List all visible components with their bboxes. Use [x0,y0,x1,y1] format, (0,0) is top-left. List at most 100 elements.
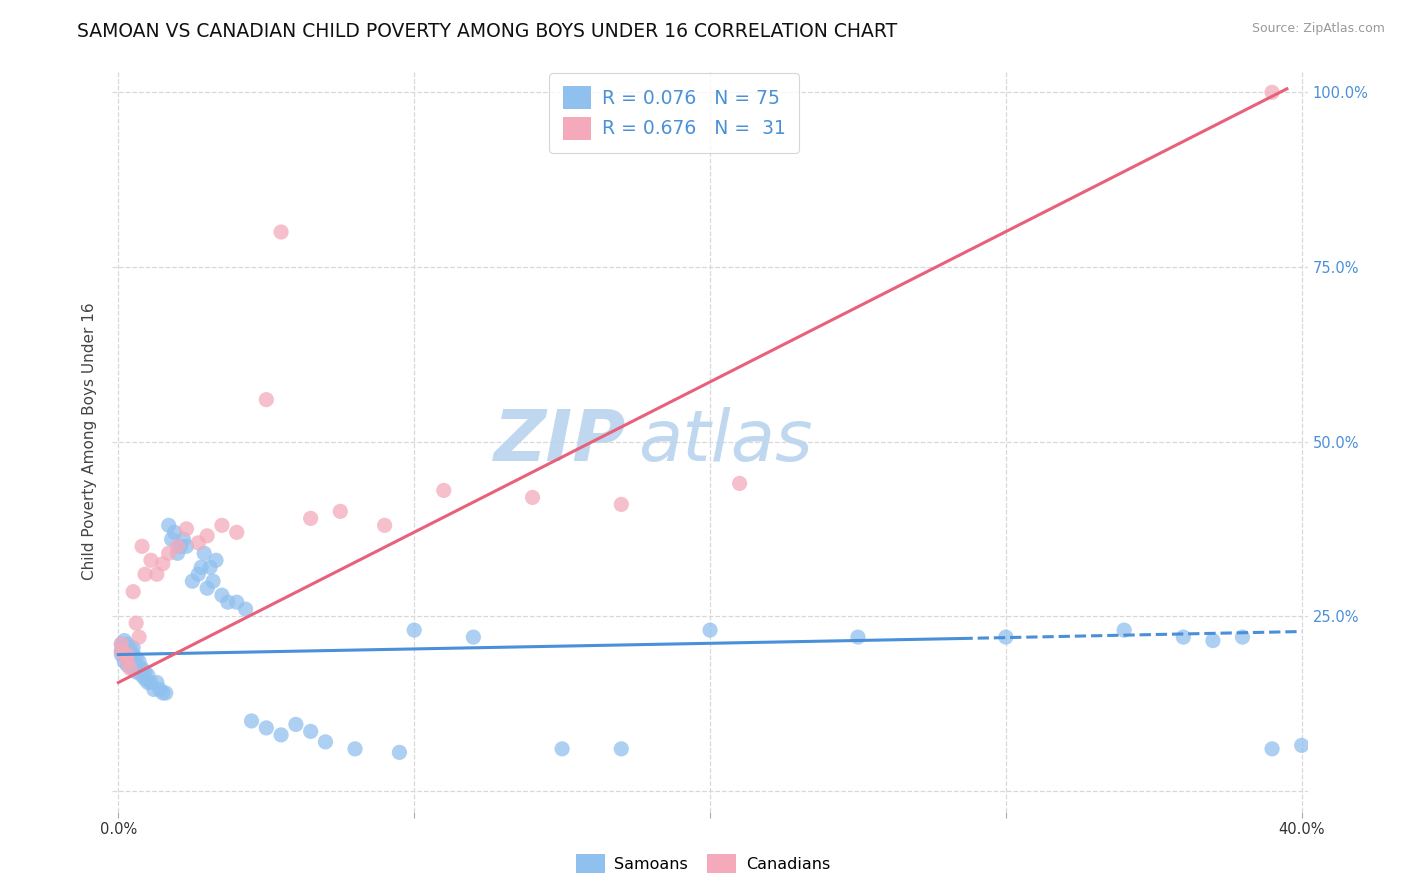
Point [166,539,188,553]
Point [110,644,132,658]
Point [120,640,142,655]
Point [139,553,162,567]
Point [284,717,307,731]
Legend: Samoans, Canadians: Samoans, Canadians [569,847,837,880]
Point [122,661,145,675]
Point [152,557,174,571]
Point [240,714,263,728]
Point [128,630,150,644]
Point [193,546,215,560]
Point [388,745,411,759]
Point [117,658,139,673]
Point [142,682,165,697]
Point [187,536,209,550]
Point [195,581,218,595]
Point [846,630,869,644]
Point [136,668,159,682]
Point [374,518,396,533]
Point [146,675,169,690]
Point [131,539,153,553]
Point [166,546,188,560]
Point [254,721,277,735]
Point [176,522,198,536]
Point [329,504,352,518]
Point [211,588,233,602]
Point [163,525,186,540]
Point [181,574,204,589]
Point [125,616,148,631]
Point [610,742,633,756]
Point [211,518,233,533]
Legend: R = 0.076   N = 75, R = 0.676   N =  31: R = 0.076 N = 75, R = 0.676 N = 31 [550,73,799,153]
Point [172,533,194,547]
Point [198,560,221,574]
Point [157,518,180,533]
Point [110,648,132,662]
Point [134,672,156,686]
Point [110,637,132,651]
Text: Source: ZipAtlas.com: Source: ZipAtlas.com [1251,22,1385,36]
Point [299,511,322,525]
Point [551,742,574,756]
Point [270,728,292,742]
Point [202,574,225,589]
Point [112,633,135,648]
Y-axis label: Child Poverty Among Boys Under 16: Child Poverty Among Boys Under 16 [82,302,97,581]
Point [134,665,156,679]
Point [128,661,150,675]
Point [195,529,218,543]
Point [160,533,183,547]
Point [235,602,257,616]
Point [110,637,132,651]
Point [128,655,150,669]
Point [1114,623,1136,637]
Point [117,655,139,669]
Point [1232,630,1254,644]
Point [314,735,336,749]
Point [125,665,148,679]
Point [187,567,209,582]
Point [157,546,180,560]
Point [117,644,139,658]
Point [225,595,247,609]
Point [217,595,239,609]
Point [149,682,172,697]
Point [1291,739,1313,753]
Point [136,675,159,690]
Point [131,668,153,682]
Point [190,560,212,574]
Point [1261,85,1284,99]
Point [1202,633,1225,648]
Text: atlas: atlas [638,407,813,476]
Point [112,648,135,662]
Point [110,644,132,658]
Point [463,630,485,644]
Point [1173,630,1195,644]
Point [254,392,277,407]
Point [169,539,191,553]
Point [344,742,367,756]
Point [125,651,148,665]
Point [176,539,198,553]
Point [404,623,426,637]
Point [134,567,156,582]
Point [522,491,544,505]
Point [994,630,1017,644]
Point [122,640,145,655]
Point [433,483,456,498]
Text: SAMOAN VS CANADIAN CHILD POVERTY AMONG BOYS UNDER 16 CORRELATION CHART: SAMOAN VS CANADIAN CHILD POVERTY AMONG B… [77,22,897,41]
Point [205,553,228,567]
Point [122,584,145,599]
Point [112,655,135,669]
Point [610,497,633,511]
Point [139,675,162,690]
Point [120,655,142,669]
Point [112,640,135,655]
Point [146,567,169,582]
Point [131,661,153,675]
Point [117,648,139,662]
Point [112,648,135,662]
Point [299,724,322,739]
Point [117,637,139,651]
Point [1261,742,1284,756]
